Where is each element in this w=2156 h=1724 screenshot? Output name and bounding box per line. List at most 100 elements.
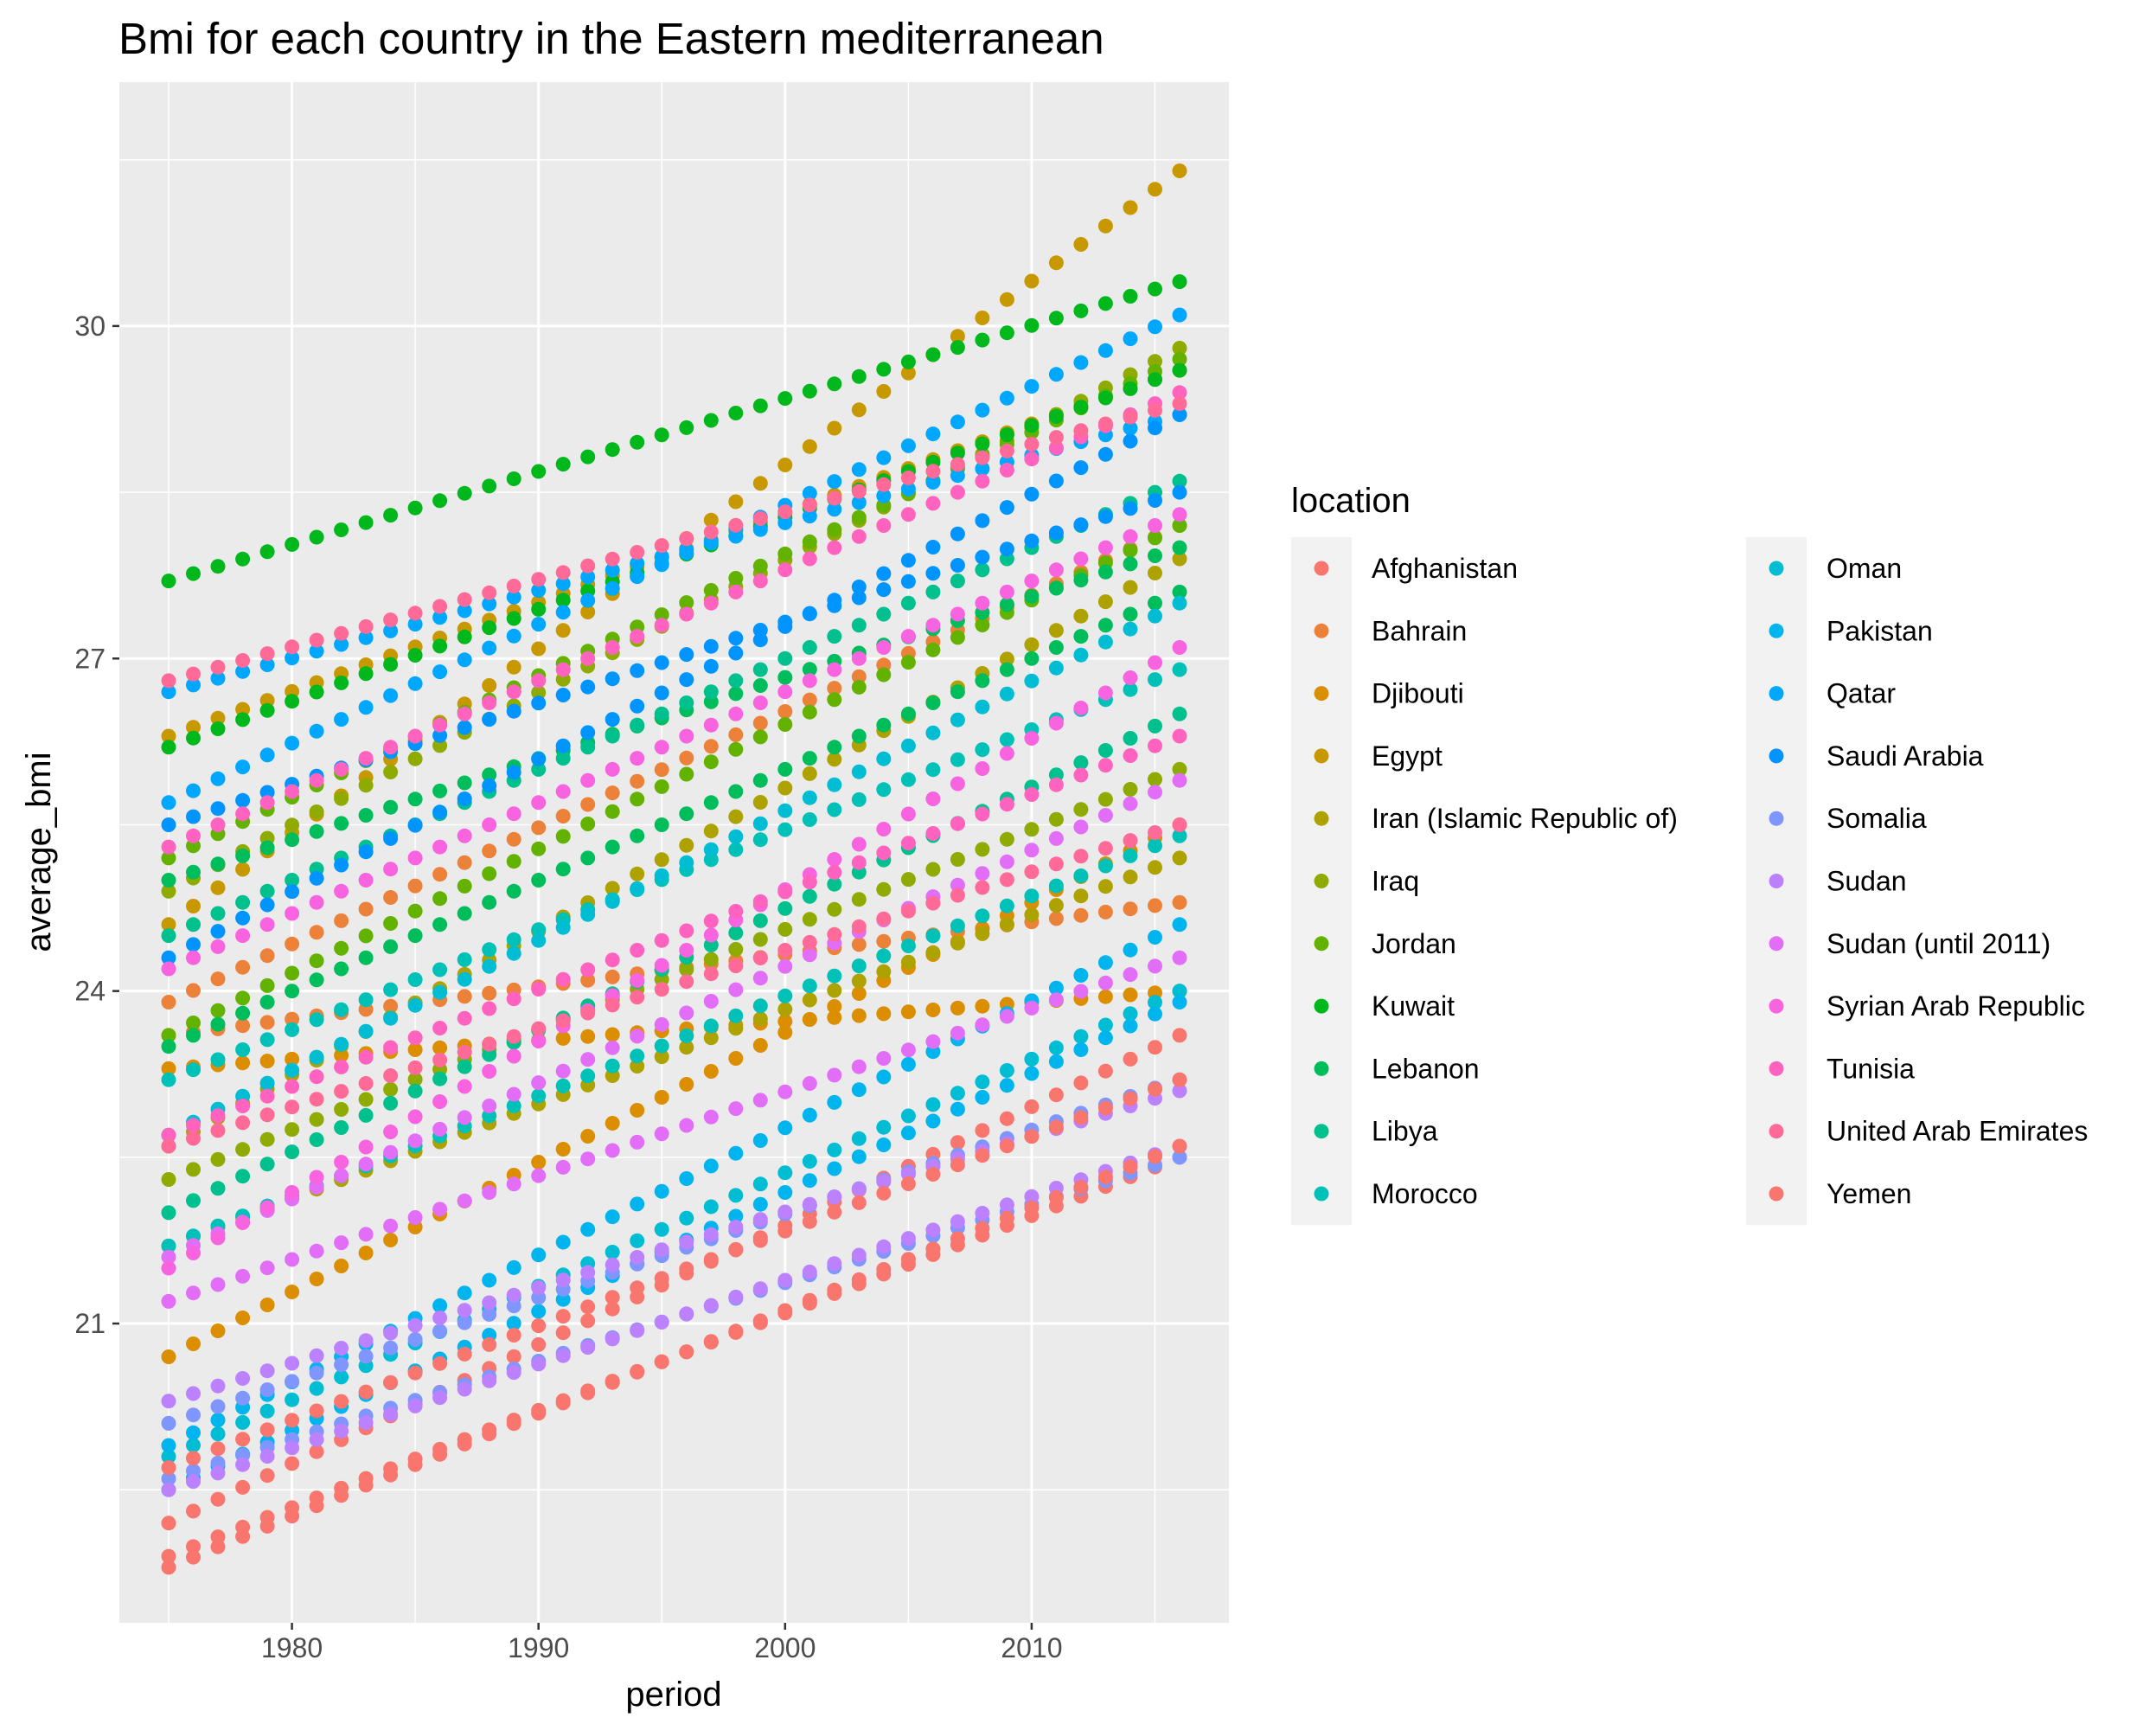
data-point	[285, 1051, 300, 1067]
data-point	[999, 427, 1014, 442]
data-point	[999, 463, 1014, 477]
data-point	[802, 1196, 817, 1212]
data-point	[703, 658, 719, 674]
data-point	[728, 1101, 744, 1117]
data-point	[925, 642, 941, 657]
data-point	[259, 1131, 275, 1147]
data-point	[654, 762, 669, 778]
data-point	[235, 1311, 251, 1325]
data-point	[654, 685, 669, 701]
data-point	[876, 782, 892, 798]
data-point	[235, 1099, 251, 1113]
data-point	[654, 1221, 669, 1237]
data-point	[851, 651, 867, 666]
data-point	[752, 1196, 768, 1212]
data-point	[777, 988, 793, 1003]
data-point	[802, 934, 817, 950]
data-point	[161, 1205, 176, 1221]
data-point	[1123, 1091, 1138, 1106]
data-point	[259, 1518, 275, 1534]
data-point	[259, 1298, 275, 1312]
data-point	[259, 1200, 275, 1215]
data-point	[259, 1468, 275, 1484]
data-point	[925, 1113, 941, 1129]
data-point	[407, 928, 423, 944]
data-point	[605, 1245, 620, 1259]
data-point	[432, 984, 448, 1000]
data-point	[285, 936, 300, 952]
data-point	[259, 917, 275, 932]
data-point	[975, 998, 990, 1014]
data-point	[1073, 629, 1089, 644]
data-point	[950, 816, 965, 831]
data-point	[580, 797, 596, 812]
data-point	[457, 1303, 472, 1318]
data-point	[950, 852, 965, 867]
data-point	[531, 982, 547, 997]
data-point	[679, 695, 694, 710]
data-point	[777, 546, 793, 561]
data-point	[432, 664, 448, 680]
data-point	[235, 1432, 251, 1447]
data-point	[679, 606, 694, 622]
data-point	[1172, 507, 1187, 522]
legend-label: Sudan (until 2011)	[1827, 928, 2050, 959]
data-point	[1073, 1029, 1089, 1044]
data-point	[605, 1116, 620, 1131]
data-point	[703, 842, 719, 857]
data-point	[1148, 608, 1162, 624]
data-point	[555, 829, 571, 844]
data-point	[1024, 379, 1040, 394]
data-point	[1073, 802, 1089, 817]
data-point	[358, 630, 374, 645]
data-point	[925, 1167, 941, 1182]
data-point	[285, 1011, 300, 1027]
data-point	[1172, 1138, 1187, 1154]
data-point	[950, 630, 965, 645]
data-point	[531, 820, 547, 836]
data-point	[679, 974, 694, 990]
data-point	[334, 1357, 349, 1373]
y-tick-label: 24	[74, 976, 106, 1007]
data-point	[555, 1234, 571, 1250]
data-point	[630, 663, 645, 678]
data-point	[876, 640, 892, 655]
data-point	[506, 579, 521, 593]
data-point	[358, 1246, 374, 1260]
data-point	[1097, 618, 1113, 633]
data-point	[827, 474, 842, 490]
data-point	[210, 1181, 226, 1196]
data-point	[334, 1394, 349, 1409]
data-point	[1123, 987, 1138, 1003]
data-point	[334, 816, 349, 831]
data-point	[383, 1125, 399, 1139]
data-point	[1123, 200, 1138, 215]
data-point	[851, 973, 867, 989]
data-point	[334, 1060, 349, 1074]
data-point	[285, 1022, 300, 1037]
data-point	[1148, 402, 1162, 418]
data-point	[1172, 307, 1187, 323]
data-point	[900, 481, 916, 497]
data-point	[1097, 758, 1113, 773]
data-point	[900, 1252, 916, 1267]
data-point	[630, 434, 645, 450]
data-point	[802, 497, 817, 513]
data-point	[1097, 343, 1113, 358]
x-tick-label: 2000	[754, 1632, 816, 1663]
data-point	[975, 806, 990, 822]
data-point	[777, 1014, 793, 1029]
data-point	[186, 1549, 201, 1565]
data-point	[1172, 551, 1187, 567]
data-point	[900, 1108, 916, 1124]
data-point	[407, 1317, 423, 1333]
data-point	[1148, 1040, 1162, 1055]
data-point	[630, 1233, 645, 1248]
data-point	[285, 1099, 300, 1115]
data-point	[555, 688, 571, 702]
data-point	[407, 997, 423, 1013]
data-point	[851, 919, 867, 934]
data-point	[876, 881, 892, 897]
data-point	[186, 730, 201, 746]
data-point	[383, 1040, 399, 1055]
